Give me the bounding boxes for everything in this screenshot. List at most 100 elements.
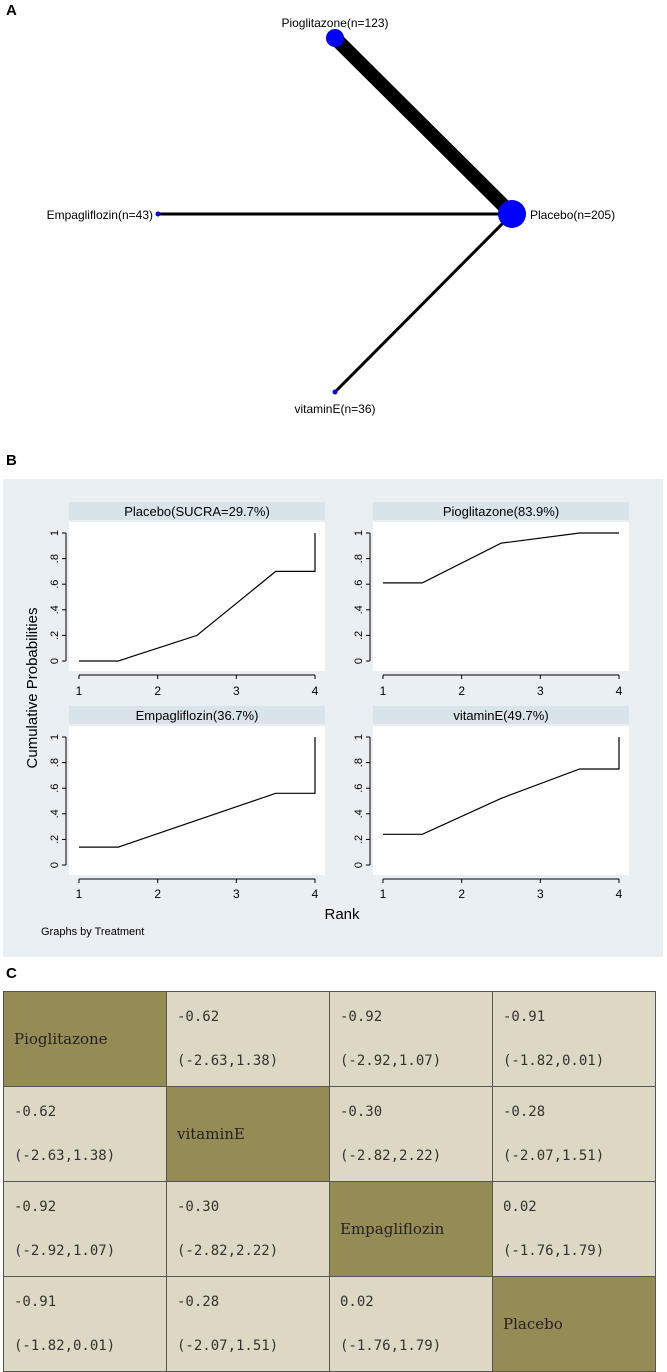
treatment-cell: vitaminE: [166, 1086, 330, 1182]
table-row: Pioglitazone -0.62 (-2.63,1.38) -0.92 (-2.92…: [3, 991, 656, 1087]
confidence-interval: (-2.92,1.07): [14, 1243, 116, 1259]
comparison-cell: 0.02 (-1.76,1.79): [329, 1276, 493, 1372]
treatment-name: Placebo: [503, 1315, 563, 1333]
x-tick-label: 4: [616, 887, 623, 901]
league-table: Pioglitazone -0.62 (-2.63,1.38) -0.92 (-2.92…: [3, 991, 656, 1372]
effect-estimate: -0.91: [14, 1294, 57, 1310]
effect-estimate: -0.62: [177, 1009, 220, 1025]
node-placebo: [498, 200, 526, 228]
confidence-interval: (-2.82,2.22): [340, 1148, 442, 1164]
facet-title: Placebo(SUCRA=29.7%): [124, 504, 270, 519]
effect-estimate: 0.02: [340, 1294, 374, 1310]
y-tick-label: 0: [353, 862, 365, 868]
node-empagliflozin: [155, 211, 161, 217]
facet-plot-area: [373, 726, 629, 875]
effect-estimate: -0.92: [340, 1009, 383, 1025]
y-tick-label: .8: [49, 758, 61, 767]
comparison-cell: -0.91 (-1.82,0.01): [3, 1276, 167, 1372]
x-tick-label: 2: [154, 684, 161, 698]
facet-strip: [373, 502, 629, 520]
x-tick-label: 2: [458, 887, 465, 901]
comparison-cell: -0.28 (-2.07,1.51): [166, 1276, 330, 1372]
y-tick-label: 1: [353, 530, 365, 536]
x-axis-title: Rank: [324, 906, 360, 923]
series-line: [383, 737, 620, 835]
x-tick-label: 4: [312, 684, 319, 698]
y-tick-label: .4: [49, 605, 61, 614]
y-tick-label: .6: [353, 784, 365, 793]
facet-title: Empagliflozin(36.7%): [136, 708, 259, 723]
treatment-name: vitaminE: [177, 1125, 245, 1143]
series-line: [383, 532, 619, 584]
comparison-cell: -0.62 (-2.63,1.38): [166, 991, 330, 1087]
node-vitamine: [332, 389, 338, 395]
facet-title: Pioglitazone(83.9%): [443, 504, 559, 519]
y-tick-label: 1: [49, 530, 61, 536]
comparison-cell: -0.30 (-2.82,2.22): [329, 1086, 493, 1182]
effect-estimate: -0.62: [14, 1104, 57, 1120]
comparison-cell: -0.62 (-2.63,1.38): [3, 1086, 167, 1182]
table-row: -0.62 (-2.63,1.38) vitaminE -0.30 (-2.82,2.2…: [3, 1086, 656, 1182]
series-line: [79, 533, 316, 662]
y-tick-label: .4: [353, 605, 365, 614]
confidence-interval: (-2.92,1.07): [340, 1053, 442, 1069]
x-tick-label: 1: [380, 887, 387, 901]
confidence-interval: (-2.63,1.38): [177, 1053, 279, 1069]
edge-vitamine-placebo: [333, 212, 514, 394]
y-tick-label: .2: [49, 835, 61, 844]
x-tick-label: 1: [380, 684, 387, 698]
x-tick-label: 3: [233, 887, 240, 901]
graphs-by-note: Graphs by Treatment: [41, 926, 144, 938]
series-line: [79, 737, 316, 848]
comparison-cell: 0.02 (-1.76,1.79): [492, 1181, 656, 1277]
facet-title: vitaminE(49.7%): [453, 708, 548, 723]
y-tick-label: .2: [49, 631, 61, 640]
facet-plot-area: [373, 522, 629, 671]
effect-estimate: 0.02: [503, 1199, 537, 1215]
confidence-interval: (-2.07,1.51): [503, 1148, 605, 1164]
x-tick-label: 4: [312, 887, 319, 901]
y-tick-label: 1: [49, 734, 61, 740]
x-tick-label: 2: [154, 887, 161, 901]
effect-estimate: -0.28: [503, 1104, 546, 1120]
y-tick-label: .8: [353, 554, 365, 563]
x-tick-label: 4: [616, 684, 623, 698]
y-tick-label: .6: [49, 784, 61, 793]
x-tick-label: 3: [537, 684, 544, 698]
facet-strip: [69, 502, 325, 520]
y-tick-label: 0: [353, 658, 365, 664]
y-tick-label: .6: [353, 580, 365, 589]
comparison-cell: -0.91 (-1.82,0.01): [492, 991, 656, 1087]
confidence-interval: (-2.63,1.38): [14, 1148, 116, 1164]
network-plot: Pioglitazone(n=123) Empagliflozin(n=43) …: [0, 0, 667, 440]
x-tick-label: 3: [537, 887, 544, 901]
treatment-cell: Pioglitazone: [3, 991, 167, 1087]
comparison-cell: -0.28 (-2.07,1.51): [492, 1086, 656, 1182]
edge-pioglitazone-placebo: [330, 33, 517, 219]
treatment-cell: Placebo: [492, 1276, 656, 1372]
confidence-interval: (-2.82,2.22): [177, 1243, 279, 1259]
y-tick-label: .8: [353, 758, 365, 767]
y-tick-label: .6: [49, 580, 61, 589]
node-label-placebo: Placebo(n=205): [530, 208, 615, 222]
y-tick-label: .8: [49, 554, 61, 563]
y-tick-label: .4: [49, 809, 61, 818]
treatment-name: Pioglitazone: [14, 1030, 108, 1048]
treatment-cell: Empagliflozin: [329, 1181, 493, 1277]
x-tick-label: 1: [76, 887, 83, 901]
table-row: -0.92 (-2.92,1.07) -0.30 (-2.82,2.22) Empagl…: [3, 1181, 656, 1277]
effect-estimate: -0.30: [177, 1199, 220, 1215]
x-tick-label: 1: [76, 684, 83, 698]
x-tick-label: 2: [458, 684, 465, 698]
effect-estimate: -0.30: [340, 1104, 383, 1120]
confidence-interval: (-1.76,1.79): [503, 1243, 605, 1259]
node-label-pioglitazone: Pioglitazone(n=123): [281, 16, 388, 30]
league-table-panel: Pioglitazone -0.62 (-2.63,1.38) -0.92 (-2.92…: [3, 991, 656, 1372]
comparison-cell: -0.30 (-2.82,2.22): [166, 1181, 330, 1277]
confidence-interval: (-1.82,0.01): [503, 1053, 605, 1069]
node-label-empagliflozin: Empagliflozin(n=43): [47, 208, 153, 222]
treatment-name: Empagliflozin: [340, 1220, 445, 1238]
x-tick-label: 3: [233, 684, 240, 698]
y-tick-label: .2: [353, 835, 365, 844]
node-label-vitamine: vitaminE(n=36): [294, 402, 375, 416]
